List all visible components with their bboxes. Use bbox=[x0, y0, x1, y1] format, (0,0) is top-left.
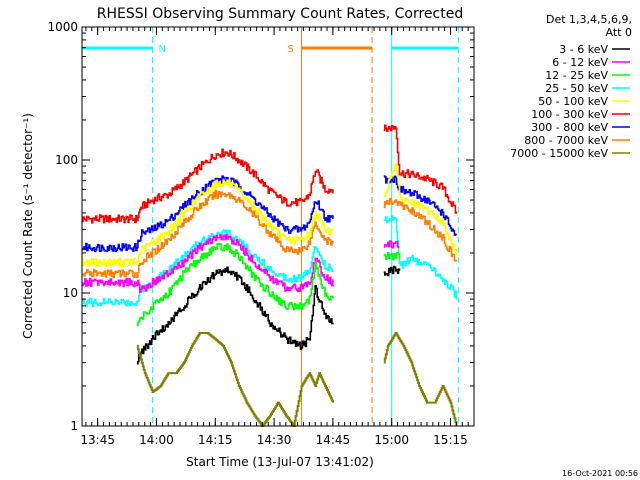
series-layer bbox=[82, 124, 458, 427]
series-7 bbox=[136, 265, 401, 365]
legend-entry-label: 25 - 50 keV bbox=[545, 82, 608, 95]
legend-entry-label: 3 - 6 keV bbox=[559, 43, 608, 56]
annotation-label: N bbox=[159, 44, 166, 55]
series-8 bbox=[136, 332, 458, 427]
timestamp: 16-Oct-2021 00:56 bbox=[562, 469, 638, 478]
series-3 bbox=[82, 189, 458, 279]
x-tick-label: 13:45 bbox=[80, 433, 115, 447]
x-tick-label: 14:15 bbox=[198, 433, 233, 447]
legend-entry-label: 6 - 12 keV bbox=[552, 56, 608, 69]
legend-entry-label: 12 - 25 keV bbox=[545, 69, 608, 82]
x-tick-label: 14:30 bbox=[257, 433, 292, 447]
series-line bbox=[82, 234, 400, 293]
x-tick-label: 15:15 bbox=[433, 433, 468, 447]
ticks-layer: 1 10 100 1000 13:45 14:00 14:15 14:30 14:45 15:00… bbox=[47, 20, 474, 447]
legend-entry-label: 800 - 7000 keV bbox=[524, 134, 608, 147]
series-2 bbox=[82, 163, 458, 268]
x-axis-label: Start Time (13-Jul-07 13:41:02) bbox=[186, 455, 374, 469]
legend-entry-label: 7000 - 15000 keV bbox=[510, 147, 608, 160]
y-tick-label: 1 bbox=[70, 419, 78, 433]
chart-title: RHESSI Observing Summary Count Rates, Co… bbox=[97, 6, 463, 22]
legend-header-line-2: Att 0 bbox=[606, 26, 632, 39]
x-tick-label: 15:00 bbox=[374, 433, 409, 447]
y-tick-label: 1000 bbox=[47, 20, 78, 34]
annotation-label: S bbox=[288, 44, 294, 55]
series-line bbox=[136, 265, 401, 365]
series-5 bbox=[82, 234, 400, 293]
x-tick-label: 14:45 bbox=[316, 433, 351, 447]
y-axis-label: Corrected Count Rate (s⁻¹ detector⁻¹) bbox=[21, 113, 35, 339]
y-tick-label: 10 bbox=[63, 286, 78, 300]
legend-entry-label: 100 - 300 keV bbox=[531, 108, 608, 121]
series-line bbox=[82, 124, 458, 224]
series-line bbox=[82, 189, 458, 279]
series-6 bbox=[136, 242, 401, 327]
x-tick-label: 14:00 bbox=[139, 433, 174, 447]
legend-entry-label: 50 - 100 keV bbox=[538, 95, 608, 108]
series-line bbox=[82, 163, 458, 268]
series-line bbox=[136, 332, 458, 427]
y-tick-label: 100 bbox=[55, 153, 78, 167]
series-line bbox=[136, 242, 401, 327]
legend-entry-label: 300 - 800 keV bbox=[531, 121, 608, 134]
series-0 bbox=[82, 124, 458, 224]
legend-header-line-1: Det 1,3,4,5,6,9, bbox=[546, 13, 632, 26]
plot-frame bbox=[81, 26, 475, 427]
